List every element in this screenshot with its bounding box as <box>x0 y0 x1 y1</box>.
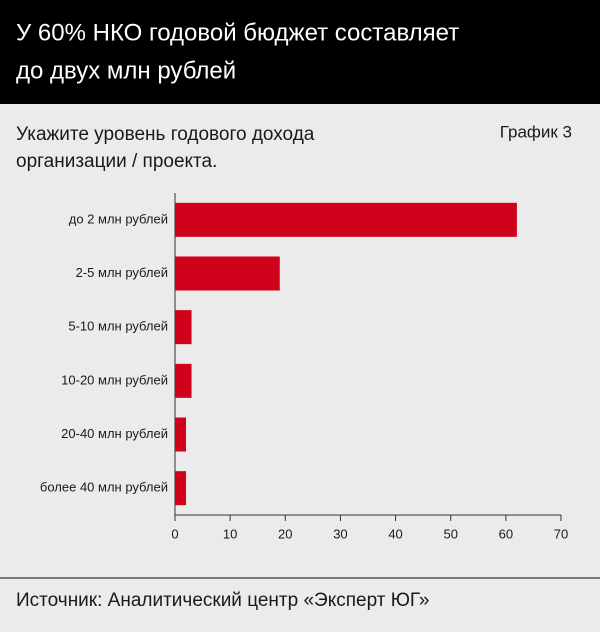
y-tick-label: до 2 млн рублей <box>69 211 168 226</box>
x-tick-label: 10 <box>223 526 237 541</box>
y-tick-label: 10-20 млн рублей <box>61 372 168 387</box>
bar <box>175 471 187 506</box>
chart-title: до двух млн рублей <box>16 57 236 84</box>
bar <box>175 363 192 398</box>
header <box>0 0 600 104</box>
y-tick-label: 20-40 млн рублей <box>61 426 168 441</box>
bar <box>175 310 192 345</box>
chart-label: График 3 <box>500 122 572 141</box>
chart-title: У 60% НКО годовой бюджет составляет <box>16 19 459 46</box>
x-tick-label: 30 <box>333 526 347 541</box>
bar <box>175 417 187 452</box>
subtitle: Укажите уровень годового дохода <box>16 124 315 145</box>
x-tick-label: 0 <box>171 526 178 541</box>
x-tick-label: 70 <box>554 526 568 541</box>
x-tick-label: 60 <box>499 526 513 541</box>
bar <box>175 202 517 237</box>
x-tick-label: 20 <box>278 526 292 541</box>
source: Источник: Аналитический центр «Эксперт Ю… <box>16 590 430 611</box>
bar <box>175 256 280 291</box>
y-tick-label: более 40 млн рублей <box>40 480 168 495</box>
x-tick-label: 50 <box>443 526 457 541</box>
x-tick-label: 40 <box>388 526 402 541</box>
subtitle: организации / проекта. <box>16 151 217 172</box>
y-tick-label: 5-10 млн рублей <box>68 319 168 334</box>
y-tick-label: 2-5 млн рублей <box>76 265 168 280</box>
